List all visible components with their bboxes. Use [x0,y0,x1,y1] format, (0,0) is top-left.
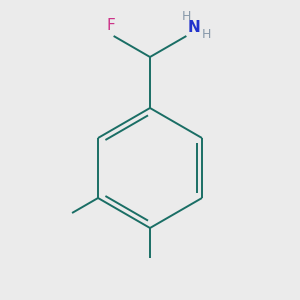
Text: N: N [188,20,201,34]
Text: H: H [202,28,211,41]
Text: F: F [107,18,116,33]
Text: H: H [182,10,191,22]
